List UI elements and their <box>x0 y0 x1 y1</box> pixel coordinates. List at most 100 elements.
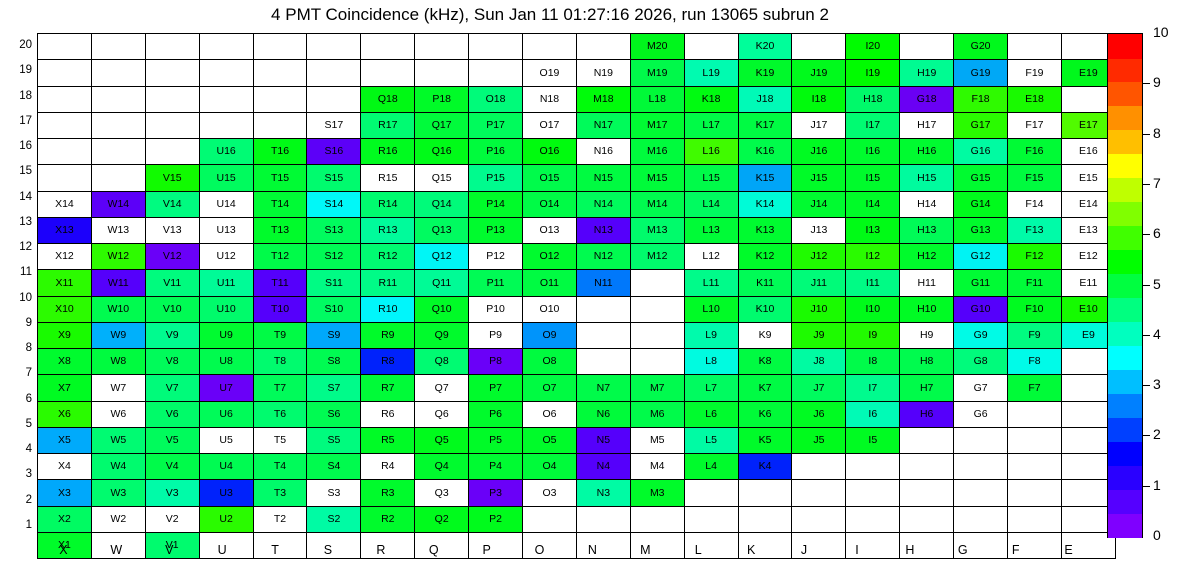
heatmap-cell-G6: G6 <box>953 400 1009 428</box>
heatmap-cell-O16: O16 <box>522 137 577 166</box>
heatmap-row: X9 W9 V9 U9 T9 S9 R9 Q9 P9 O9 L9 K9 J9 I9 H9 G9 F9 E9 <box>37 321 1116 350</box>
heatmap-cell-G20: G20 <box>953 32 1009 61</box>
heatmap-cell-V8: V8 <box>144 347 200 376</box>
x-tick-label-V: V <box>165 543 174 557</box>
heatmap-cell-K10: K10 <box>737 295 793 323</box>
heatmap-cell-N16: N16 <box>575 137 631 166</box>
heatmap-cell-R6: R6 <box>360 400 416 428</box>
heatmap-cell-empty <box>414 32 470 61</box>
heatmap-cell-I16: I16 <box>845 137 901 166</box>
heatmap-cell-S3: S3 <box>306 479 362 507</box>
heatmap-cell-V12: V12 <box>144 242 200 271</box>
colorbar-tick-mark <box>1143 183 1150 185</box>
colorbar-tick-mark <box>1143 83 1150 85</box>
heatmap-cell-I5: I5 <box>845 426 901 455</box>
x-tick-label-X: X <box>59 543 68 557</box>
heatmap-cell-empty <box>414 59 470 87</box>
heatmap-cell-U7: U7 <box>198 374 254 402</box>
heatmap-cell-empty <box>1007 426 1062 455</box>
y-tick-label-20: 20 <box>19 39 32 51</box>
x-tick-label-T: T <box>271 543 279 557</box>
heatmap-cell-K9: K9 <box>737 321 793 350</box>
heatmap-cell-U16: U16 <box>198 137 254 166</box>
heatmap-cell-empty <box>899 32 955 61</box>
heatmap-cell-S8: S8 <box>306 347 362 376</box>
heatmap-cell-empty <box>37 137 92 166</box>
heatmap-cell-empty <box>90 85 146 113</box>
heatmap-cell-O13: O13 <box>522 216 577 245</box>
heatmap-cell-V6: V6 <box>144 400 200 428</box>
colorbar-band <box>1108 441 1142 466</box>
y-tick-label-1: 1 <box>25 518 32 531</box>
heatmap-cell-empty <box>360 32 416 61</box>
heatmap-cell-T14: T14 <box>252 190 308 218</box>
x-tick-label-E: E <box>1064 543 1073 557</box>
heatmap-cell-R10: R10 <box>360 295 416 323</box>
heatmap-cell-F10: F10 <box>1007 295 1062 323</box>
heatmap-cell-S16: S16 <box>306 137 362 166</box>
heatmap-cell-Q12: Q12 <box>414 242 470 271</box>
heatmap-cell-empty <box>37 59 92 87</box>
heatmap-cell-S5: S5 <box>306 426 362 455</box>
heatmap-cell-empty <box>522 505 577 533</box>
heatmap-cell-empty <box>953 452 1009 481</box>
heatmap-cell-G18: G18 <box>899 85 955 113</box>
heatmap-row: X10 W10 V10 U10 T10 S10 R10 Q10 P10 O10 L10 K10 J10 I… <box>37 295 1116 323</box>
heatmap-cell-empty <box>37 32 92 61</box>
heatmap-cell-J8: J8 <box>791 347 847 376</box>
heatmap-cell-N5: N5 <box>575 426 631 455</box>
heatmap-cell-Q4: Q4 <box>414 452 470 481</box>
colorbar-band <box>1108 225 1142 251</box>
heatmap-cell-L16: L16 <box>683 137 739 166</box>
heatmap-cell-W13: W13 <box>90 216 146 245</box>
heatmap-cell-H16: H16 <box>899 137 955 166</box>
heatmap-row: X3 W3 V3 U3 T3 S3 R3 Q3 P3 O3 N3 M3 <box>37 479 1116 507</box>
colorbar-band <box>1108 249 1142 275</box>
heatmap-cell-W2: W2 <box>90 505 146 533</box>
heatmap-cell-T8: T8 <box>252 347 308 376</box>
heatmap-cell-Q3: Q3 <box>414 479 470 507</box>
x-tick-label-F: F <box>1011 543 1020 557</box>
x-tick-label-M: M <box>640 543 651 557</box>
heatmap-cell-empty <box>1060 426 1116 455</box>
heatmap-cell-U9: U9 <box>198 321 254 350</box>
x-tick-label-S: S <box>323 543 333 557</box>
heatmap-cell-empty <box>737 505 793 533</box>
heatmap-cell-empty <box>198 32 254 61</box>
heatmap-cell-V3: V3 <box>144 479 200 507</box>
heatmap-cell-V2: V2 <box>144 505 200 533</box>
heatmap-cell-I10: I10 <box>845 295 901 323</box>
colorbar-band <box>1108 153 1142 179</box>
heatmap-cell-empty <box>1060 85 1116 113</box>
heatmap-cell-empty <box>575 321 631 350</box>
heatmap-cell-F18: F18 <box>953 85 1009 113</box>
heatmap-cell-K18: K18 <box>683 85 739 113</box>
heatmap-cell-empty <box>791 32 847 61</box>
heatmap-cell-N17: N17 <box>575 111 631 140</box>
heatmap-cell-V11: V11 <box>144 269 200 297</box>
heatmap-cell-U15: U15 <box>198 164 254 192</box>
heatmap-cell-W4: W4 <box>90 452 146 481</box>
heatmap-cell-N18: N18 <box>522 85 577 113</box>
heatmap-cell-empty <box>1060 531 1116 560</box>
heatmap-cell-M17: M17 <box>629 111 685 140</box>
heatmap-cell-empty <box>468 59 524 87</box>
heatmap-cell-empty <box>468 531 524 560</box>
heatmap-cell-R14: R14 <box>360 190 416 218</box>
heatmap-cell-H9: H9 <box>899 321 955 350</box>
heatmap-cell-V9: V9 <box>144 321 200 350</box>
heatmap-cell-E11: E11 <box>1060 269 1116 297</box>
heatmap-cell-R16: R16 <box>360 137 416 166</box>
heatmap-cell-empty <box>899 452 955 481</box>
heatmap-cell-Q8: Q8 <box>414 347 470 376</box>
heatmap-cell-empty <box>629 269 685 297</box>
heatmap-cell-H8: H8 <box>899 347 955 376</box>
heatmap-cell-W14: W14 <box>90 190 146 218</box>
heatmap-cell-L19: L19 <box>683 59 739 87</box>
heatmap-cell-H11: H11 <box>899 269 955 297</box>
heatmap-cell-F16: F16 <box>1007 137 1062 166</box>
heatmap-cell-T11: T11 <box>252 269 308 297</box>
y-tick-label-12: 12 <box>19 241 32 253</box>
heatmap-cell-H15: H15 <box>899 164 955 192</box>
heatmap-cell-empty <box>90 32 146 61</box>
